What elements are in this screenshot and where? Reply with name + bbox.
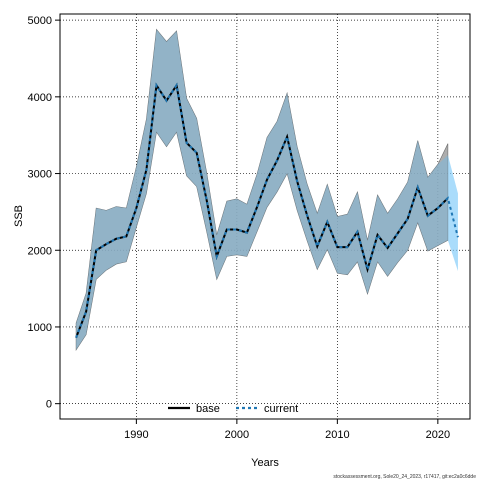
x-tick-label: 2020 bbox=[426, 429, 450, 441]
x-tick-label: 1990 bbox=[124, 429, 148, 441]
x-tick-label: 2000 bbox=[225, 429, 249, 441]
x-tick-label: 2010 bbox=[325, 429, 349, 441]
y-tick-label: 0 bbox=[46, 399, 52, 411]
footer-note: stockassessment.org, Sole20_24_2023, r17… bbox=[333, 474, 476, 480]
legend-base-label: base bbox=[196, 403, 220, 415]
legend-current-label: current bbox=[264, 403, 298, 415]
y-tick-label: 3000 bbox=[28, 169, 52, 181]
base-ci-band bbox=[75, 28, 449, 351]
legend: base current bbox=[168, 403, 298, 415]
y-tick-label: 5000 bbox=[28, 15, 52, 27]
y-tick-label: 4000 bbox=[28, 92, 52, 104]
x-axis-title: Years bbox=[251, 457, 279, 469]
y-axis: 0 1000 2000 3000 4000 5000 bbox=[28, 15, 60, 411]
plot-frame bbox=[59, 13, 471, 420]
x-axis: 1990 2000 2010 2020 bbox=[124, 419, 450, 441]
current-ci-band-overlay bbox=[76, 29, 458, 350]
y-tick-label: 1000 bbox=[28, 322, 52, 334]
confidence-bands bbox=[75, 28, 458, 351]
y-axis-title: SSB bbox=[13, 205, 25, 227]
y-tick-label: 2000 bbox=[28, 245, 52, 257]
series-lines bbox=[75, 82, 459, 339]
